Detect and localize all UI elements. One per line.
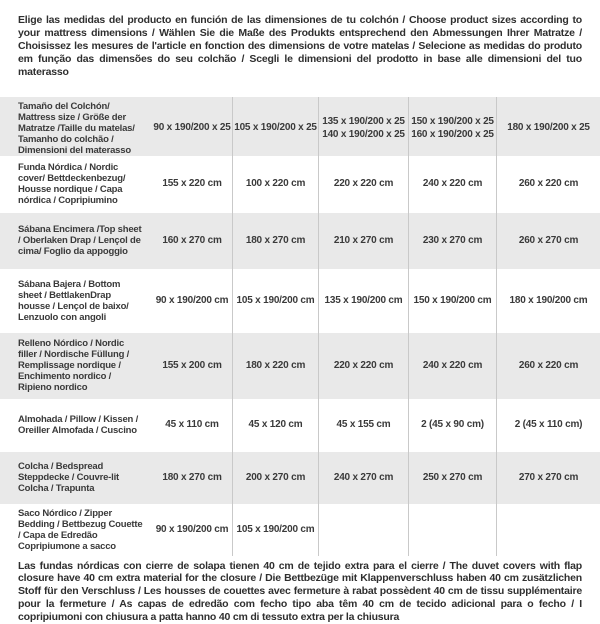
table-row-bottom-sheet: Sábana Bajera / Bottom sheet / Bettlaken… [0,268,600,333]
intro-text: Elige las medidas del producto en funció… [18,14,582,78]
row-label: Saco Nórdico / Zipper Bedding / Bettbezu… [18,507,143,552]
cell-value: 90 x 190/200 x 25 [153,122,231,134]
cell-value: 155 x 200 cm [162,359,222,371]
cell-value: 270 x 270 cm [496,451,600,504]
table-row-mattress-size: Tamaño del Colchón/ Mattress size / Größ… [0,96,600,160]
cell-value: 260 x 220 cm [496,155,600,213]
cell-value: 180 x 190/200 cm [496,268,600,333]
cell-value: 150 x 190/200 cm [408,268,496,333]
cell-value: 230 x 270 cm [408,212,496,269]
cell-value: 105 x 190/200 cm [232,268,318,333]
cell-value: 150 x 190/200 x 25 160 x 190/200 x 25 [408,96,496,160]
cell-value: 90 x 190/200 cm [155,523,229,535]
cell-value: 200 x 270 cm [232,451,318,504]
row-label: Relleno Nórdico / Nordic filler / Nordis… [18,337,130,394]
cell-value: 260 x 220 cm [496,332,600,399]
row-label: Funda Nórdica / Nordic cover/ Bettdecken… [18,162,126,207]
cell-value: 100 x 220 cm [232,155,318,213]
table-row-nordic-filler: Relleno Nórdico / Nordic filler / Nordis… [0,332,600,399]
cell-value: 260 x 270 cm [496,212,600,269]
row-label: Sábana Bajera / Bottom sheet / Bettlaken… [18,278,129,323]
cell-value: 45 x 110 cm [165,419,219,431]
cell-value: 90 x 190/200 cm [155,294,229,306]
table-row-top-sheet: Sábana Encimera /Top sheet / Oberlaken D… [0,212,600,269]
cell-value: 135 x 190/200 x 25 140 x 190/200 x 25 [318,96,408,160]
cell-value: 180 x 190/200 x 25 [496,96,600,160]
cell-value: 2 (45 x 110 cm) [496,398,600,452]
cell-value: 105 x 190/200 x 25 [232,96,318,160]
cell-value: 2 (45 x 90 cm) [408,398,496,452]
cell-value: 105 x 190/200 cm [232,503,318,556]
row-label: Colcha / Bedspread Steppdecke / Couvre-l… [18,461,119,495]
row-label: Almohada / Pillow / Kissen / Oreiller Al… [18,414,139,437]
cell-value: 250 x 270 cm [408,451,496,504]
cell-value: 135 x 190/200 cm [318,268,408,333]
cell-value: 45 x 155 cm [318,398,408,452]
cell-value: 45 x 120 cm [232,398,318,452]
cell-value: 160 x 270 cm [162,234,222,246]
size-table: Tamaño del Colchón/ Mattress size / Größ… [0,96,600,556]
table-row-pillow: Almohada / Pillow / Kissen / Oreiller Al… [0,398,600,452]
cell-value: 155 x 220 cm [162,178,222,190]
cell-value: 180 x 270 cm [162,471,222,483]
row-label: Tamaño del Colchón/ Mattress size / Größ… [18,100,135,156]
cell-value: 210 x 270 cm [318,212,408,269]
table-row-bedspread: Colcha / Bedspread Steppdecke / Couvre-l… [0,451,600,504]
footnote-text: Las fundas nórdicas con cierre de solapa… [18,559,582,624]
cell-value: 240 x 270 cm [318,451,408,504]
row-label: Sábana Encimera /Top sheet / Oberlaken D… [18,224,142,258]
table-row-zipper-bedding: Saco Nórdico / Zipper Bedding / Bettbezu… [0,503,600,556]
cell-value: 240 x 220 cm [408,332,496,399]
cell-value: 180 x 270 cm [232,212,318,269]
cell-value [408,503,496,556]
cell-value: 180 x 220 cm [232,332,318,399]
cell-value: 220 x 220 cm [318,332,408,399]
cell-value: 220 x 220 cm [318,155,408,213]
table-row-nordic-cover: Funda Nórdica / Nordic cover/ Bettdecken… [0,155,600,213]
cell-value [318,503,408,556]
cell-value: 240 x 220 cm [408,155,496,213]
cell-value [496,503,600,556]
